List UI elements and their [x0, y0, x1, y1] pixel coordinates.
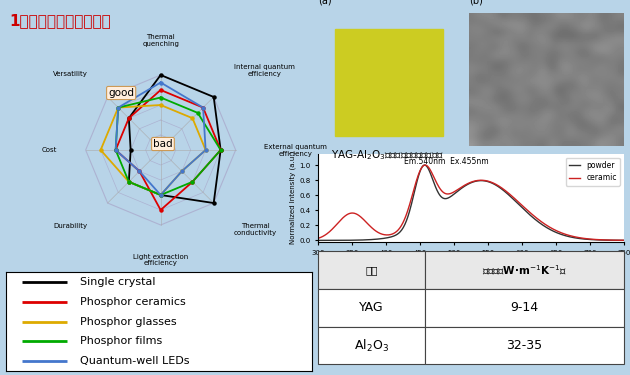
- FancyBboxPatch shape: [318, 327, 425, 364]
- ceramic: [620, 238, 627, 243]
- FancyBboxPatch shape: [318, 251, 425, 289]
- ceramic: [545, 224, 553, 229]
- ceramic: [314, 236, 322, 240]
- Text: Thermal
quenching: Thermal quenching: [142, 33, 179, 46]
- Text: 32-35: 32-35: [507, 339, 542, 352]
- Text: Al$_2$O$_3$: Al$_2$O$_3$: [354, 338, 389, 354]
- ceramic: [453, 188, 461, 192]
- Text: 9-14: 9-14: [510, 302, 539, 314]
- Text: good: good: [108, 88, 134, 98]
- Text: Thermal
conductivity: Thermal conductivity: [234, 223, 277, 236]
- Y-axis label: Normalized Intensity (a.u.): Normalized Intensity (a.u.): [290, 151, 297, 244]
- FancyBboxPatch shape: [318, 289, 425, 327]
- FancyBboxPatch shape: [425, 289, 624, 327]
- ceramic: [369, 226, 376, 230]
- Line: ceramic: ceramic: [318, 165, 624, 240]
- Text: Quantum-well LEDs: Quantum-well LEDs: [79, 356, 189, 366]
- Text: External quantum
efficiency: External quantum efficiency: [264, 144, 327, 156]
- powder: [620, 238, 627, 243]
- Text: Phosphor glasses: Phosphor glasses: [79, 316, 176, 327]
- ceramic: [393, 229, 401, 234]
- Text: (a): (a): [318, 0, 332, 5]
- X-axis label: Wavelength(nm): Wavelength(nm): [439, 261, 503, 270]
- Text: Cost: Cost: [42, 147, 57, 153]
- Text: YAG: YAG: [359, 302, 384, 314]
- Text: (b): (b): [469, 0, 483, 5]
- Text: Phosphor ceramics: Phosphor ceramics: [79, 297, 185, 307]
- powder: [519, 206, 527, 210]
- powder: [453, 190, 461, 194]
- Text: 1、荧光材料体系的选择: 1、荧光材料体系的选择: [9, 13, 112, 28]
- powder: [314, 238, 322, 243]
- Text: Em.540nm  Ex.455nm: Em.540nm Ex.455nm: [404, 157, 489, 166]
- Text: 材料: 材料: [365, 265, 378, 275]
- Line: powder: powder: [318, 165, 624, 240]
- Text: bad: bad: [153, 139, 173, 149]
- Text: 热导率（W·m$^{-1}$K$^{-1}$）: 热导率（W·m$^{-1}$K$^{-1}$）: [482, 263, 567, 277]
- Text: Light extraction
efficiency: Light extraction efficiency: [133, 254, 188, 267]
- powder: [495, 184, 503, 189]
- powder: [545, 226, 553, 231]
- Text: Single crystal: Single crystal: [79, 277, 155, 287]
- Text: Versatility: Versatility: [52, 71, 88, 77]
- ceramic: [495, 184, 503, 188]
- Text: Phosphor films: Phosphor films: [79, 336, 162, 346]
- ceramic: [421, 163, 429, 167]
- powder: [421, 163, 428, 167]
- Text: Durability: Durability: [54, 223, 88, 229]
- FancyBboxPatch shape: [425, 251, 624, 289]
- powder: [369, 237, 376, 242]
- ceramic: [519, 204, 527, 208]
- powder: [393, 232, 401, 237]
- Bar: [335, 29, 443, 136]
- FancyBboxPatch shape: [425, 327, 624, 364]
- Text: YAG-Al$_2$O$_3$复合陶瓷（上硅所提供）: YAG-Al$_2$O$_3$复合陶瓷（上硅所提供）: [331, 148, 444, 162]
- Legend: powder, ceramic: powder, ceramic: [566, 158, 620, 186]
- Text: Internal quantum
efficiency: Internal quantum efficiency: [234, 64, 295, 77]
